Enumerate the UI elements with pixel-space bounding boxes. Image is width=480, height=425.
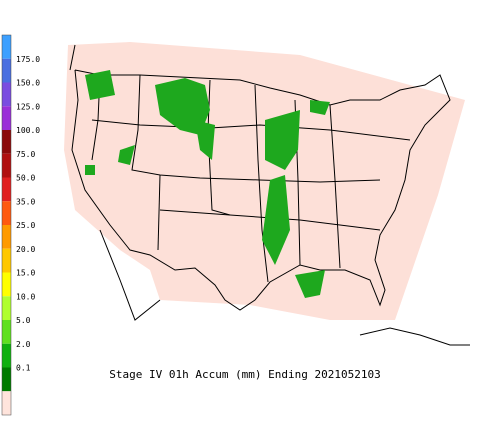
legend-frame	[1, 34, 12, 416]
legend-swatch	[2, 201, 11, 225]
legend-swatch	[2, 106, 11, 130]
legend-swatch	[2, 177, 11, 202]
canada-border	[69, 44, 76, 71]
boundaries	[69, 44, 470, 346]
legend-swatch	[2, 296, 11, 320]
legend-label: 25.0	[16, 221, 35, 230]
legend-label: 50.0	[16, 174, 35, 183]
state-line	[254, 84, 269, 283]
precip-area	[310, 100, 330, 115]
precip-area	[295, 270, 325, 298]
legend-swatch	[2, 272, 11, 297]
legend-label: 10.0	[16, 292, 35, 301]
legend-swatch	[2, 58, 11, 83]
precip-areas	[85, 70, 330, 298]
legend-swatch	[2, 367, 11, 392]
legend-label: 5.0	[16, 316, 31, 325]
legend-swatch	[2, 391, 11, 415]
precip-area	[118, 145, 135, 165]
legend-swatch	[2, 130, 11, 154]
precip-area	[195, 120, 215, 160]
precip-area	[85, 165, 95, 175]
state-line	[131, 74, 381, 183]
legend-swatch	[2, 343, 11, 368]
legend-label: 0.1	[16, 364, 31, 373]
map-title: Stage IV 01h Accum (mm) Ending 202105210…	[109, 368, 381, 381]
legend-swatch	[2, 82, 11, 107]
legend-label: 175.0	[16, 55, 40, 64]
color-legend: 175.0 150.0 125.0 100.0 75.0 50.0 35.0 25.0 20.0…	[1, 34, 40, 416]
legend-label: 100.0	[16, 126, 40, 135]
precip-area	[85, 70, 115, 100]
mexico-coast	[99, 229, 161, 321]
legend-label: 20.0	[16, 245, 35, 254]
precip-area	[262, 175, 290, 265]
legend-swatch	[2, 320, 11, 344]
legend-label: 75.0	[16, 150, 35, 159]
legend-swatch	[2, 248, 11, 273]
legend-label: 150.0	[16, 79, 40, 88]
legend-swatch	[2, 35, 11, 59]
state-line	[157, 174, 161, 251]
legend-swatch	[2, 225, 11, 249]
coastline	[71, 69, 451, 311]
legend-label: 35.0	[16, 197, 35, 206]
legend-swatch	[2, 153, 11, 178]
state-line	[91, 119, 411, 141]
cuba	[359, 327, 470, 346]
precip-area	[265, 110, 300, 170]
legend-label: 125.0	[16, 102, 40, 111]
legend-label: 15.0	[16, 269, 35, 278]
legend-label: 2.0	[16, 340, 31, 349]
